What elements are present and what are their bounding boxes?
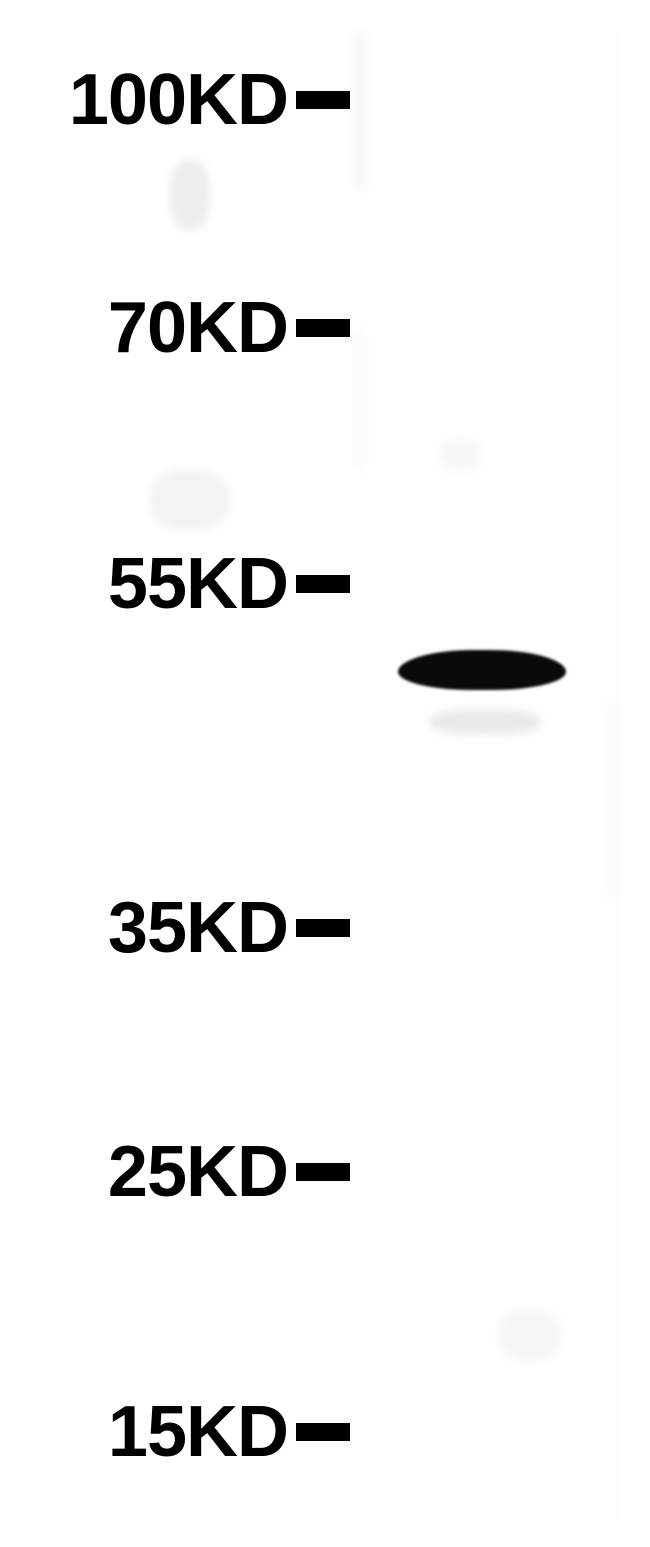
artifact-smudge	[150, 470, 230, 530]
artifact-smudge	[430, 710, 540, 734]
lane-edge-shadow	[356, 30, 362, 190]
ladder-label: 70KD	[108, 292, 288, 364]
ladder-tick	[296, 319, 350, 337]
ladder-tick	[296, 91, 350, 109]
ladder-label: 55KD	[108, 548, 288, 620]
lane-edge-shadow	[614, 700, 620, 900]
western-blot-figure: 100KD 70KD 55KD 35KD 25KD 15KD	[0, 0, 650, 1547]
artifact-smudge	[170, 160, 210, 230]
lane-edge-shadow	[356, 330, 361, 470]
ladder-label: 15KD	[108, 1396, 288, 1468]
artifact-smudge	[440, 440, 480, 470]
sample-lane	[360, 26, 620, 1526]
artifact-smudge	[500, 1310, 560, 1360]
ladder-tick	[296, 1423, 350, 1441]
ladder-tick	[296, 1163, 350, 1181]
ladder-label: 25KD	[108, 1136, 288, 1208]
ladder-label: 35KD	[108, 892, 288, 964]
ladder-label: 100KD	[69, 64, 288, 136]
main-band	[398, 650, 566, 690]
ladder-tick	[296, 919, 350, 937]
ladder-tick	[296, 575, 350, 593]
